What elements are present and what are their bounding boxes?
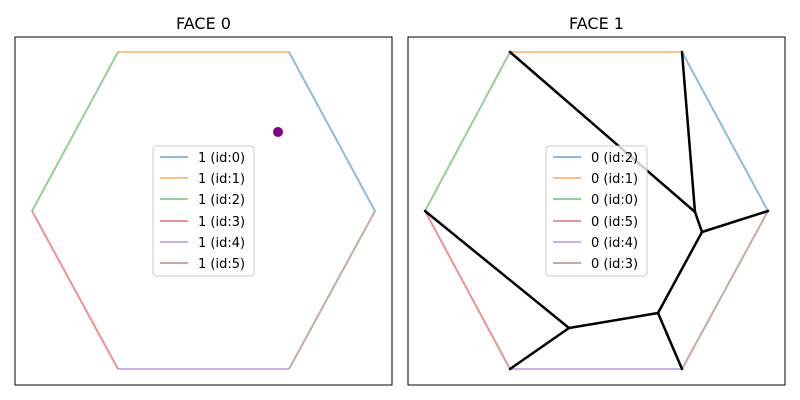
legend-label: 1 (id:5) — [198, 257, 245, 272]
hex-edge-2 — [31, 51, 119, 212]
legend-label: 0 (id:4) — [591, 236, 638, 251]
internal-edge — [656, 230, 704, 315]
hex-edge-5 — [681, 210, 769, 370]
internal-edge — [656, 311, 684, 371]
internal-edge — [423, 209, 571, 330]
legend-label: 1 (id:1) — [198, 172, 245, 187]
legend-label: 1 (id:4) — [198, 236, 245, 251]
internal-edge — [680, 50, 697, 214]
hex-edge-0 — [681, 51, 769, 212]
legend-label: 0 (id:5) — [591, 215, 638, 230]
hex-edge-0 — [288, 51, 376, 212]
panel-face-1: FACE 1 0 (id:2) 0 (id:1) — [407, 14, 786, 386]
legend-label: 0 (id:0) — [591, 193, 638, 208]
panel-title: FACE 0 — [176, 14, 231, 33]
legend-label: 0 (id:2) — [591, 151, 638, 166]
legend-label: 1 (id:2) — [198, 193, 245, 208]
legend: 0 (id:2) 0 (id:1) 0 (id:0) 0 (id:5) 0 (i… — [545, 145, 648, 277]
legend-label: 1 (id:0) — [198, 151, 245, 166]
hex-edge-5 — [288, 210, 376, 370]
internal-edge — [567, 311, 660, 330]
internal-edge — [700, 209, 770, 234]
legend-label: 0 (id:3) — [591, 257, 638, 272]
hex-edge-2 — [424, 51, 511, 212]
panel-title: FACE 1 — [569, 14, 624, 33]
internal-edge — [508, 326, 571, 371]
hex-edge-3 — [424, 210, 511, 370]
legend-label: 0 (id:1) — [591, 172, 638, 187]
legend-label: 1 (id:3) — [198, 215, 245, 230]
hex-edge-3 — [31, 210, 119, 370]
internal-edge — [508, 50, 697, 214]
hexagon — [31, 51, 376, 370]
panel-face-0: FACE 0 1 (id:0) 1 (id:1) 1 (id:2) 1 (id:… — [14, 14, 393, 386]
hexagon — [424, 51, 769, 370]
internal-edge — [693, 210, 704, 234]
legend: 1 (id:0) 1 (id:1) 1 (id:2) 1 (id:3) 1 (i… — [152, 145, 255, 277]
internal-edges — [423, 50, 770, 371]
point-marker — [273, 127, 283, 137]
